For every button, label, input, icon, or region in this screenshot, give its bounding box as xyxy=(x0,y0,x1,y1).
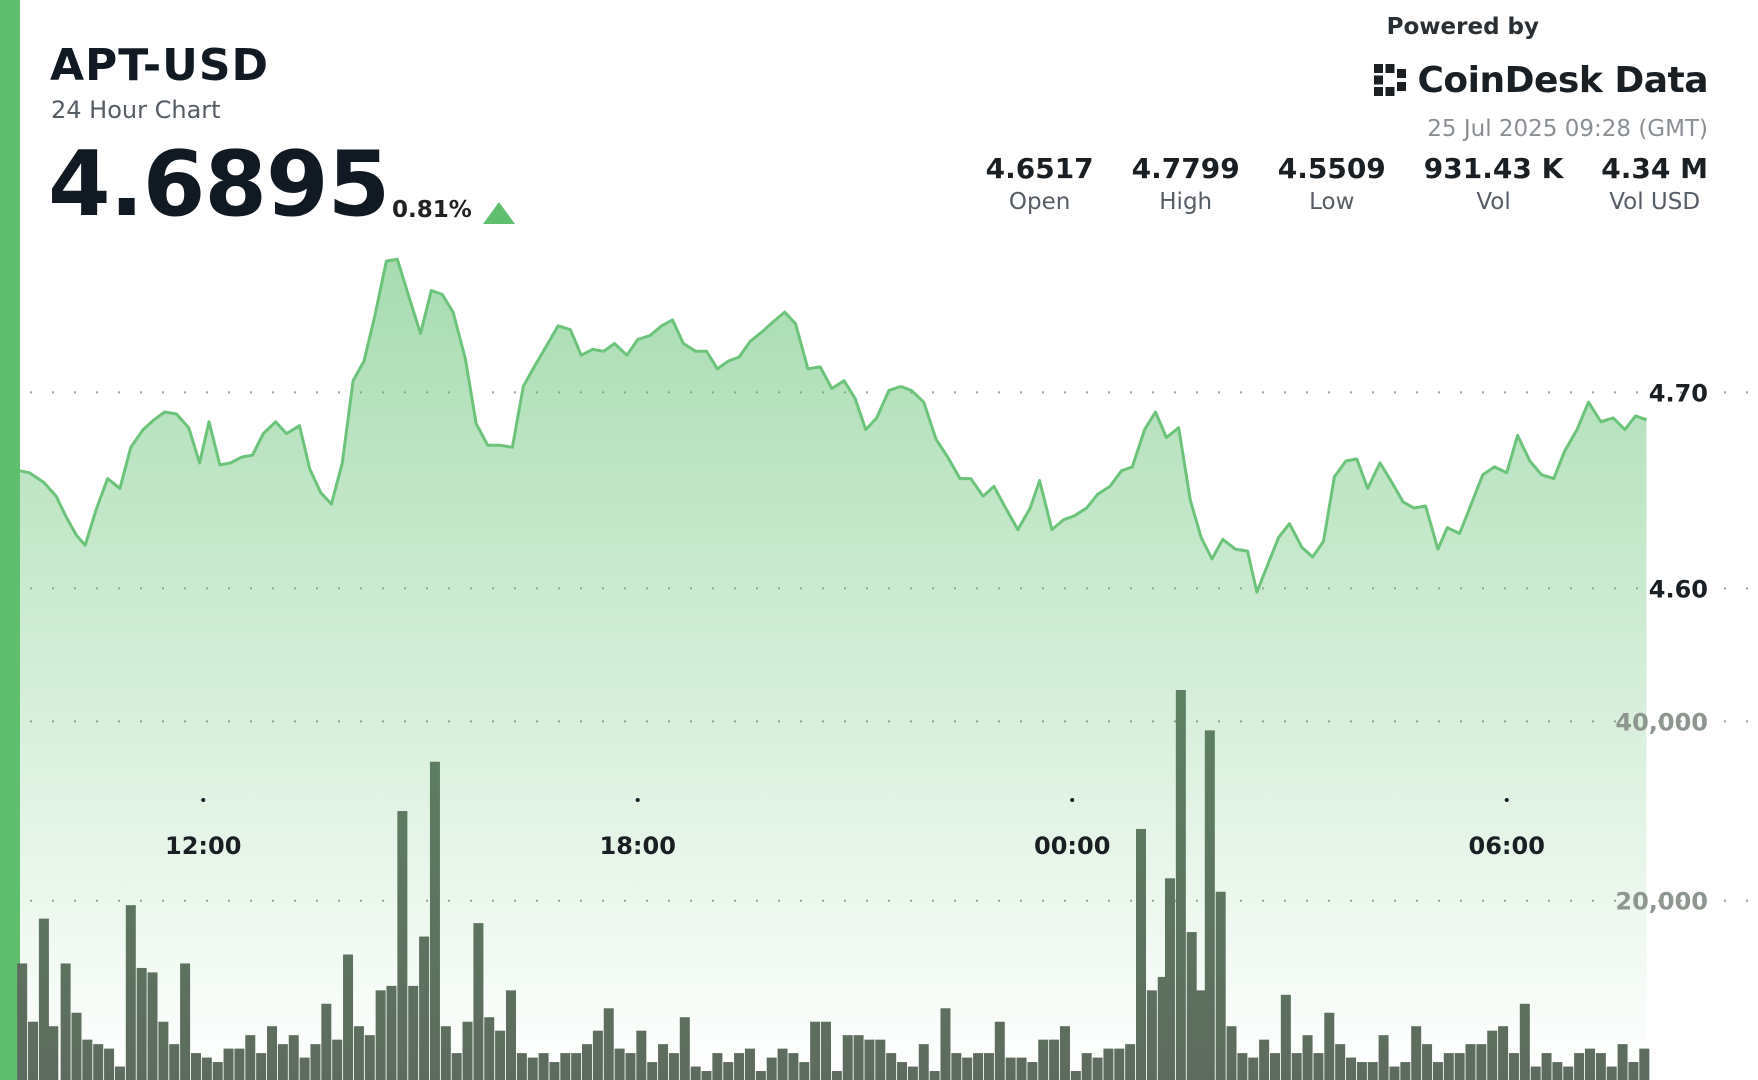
stat-value: 931.43 K xyxy=(1423,152,1564,185)
price-tick-label: 4.60 xyxy=(1649,575,1708,603)
triangle-up-icon xyxy=(483,202,515,224)
timestamp: 25 Jul 2025 09:28 (GMT) xyxy=(1427,116,1708,142)
time-tick-mark xyxy=(635,798,640,802)
stat-value: 4.34 M xyxy=(1601,152,1708,185)
current-price: 4.6895 xyxy=(48,132,390,237)
stat-open: 4.6517 Open xyxy=(986,152,1094,215)
accent-bar xyxy=(0,0,20,1080)
time-tick-mark xyxy=(201,798,206,802)
stat-high: 4.7799 High xyxy=(1132,152,1240,215)
time-tick-label: 12:00 xyxy=(165,832,241,860)
coindesk-logo-icon xyxy=(1373,64,1406,96)
brand-logo-link[interactable]: CoinDesk Data xyxy=(1372,58,1709,102)
time-tick-label: 00:00 xyxy=(1034,832,1110,860)
volume-tick-label: 40,000 xyxy=(1615,708,1708,736)
brand-name: CoinDesk Data xyxy=(1417,59,1709,101)
stat-vol: 931.43 K Vol xyxy=(1424,152,1564,215)
price-tick-label: 4.70 xyxy=(1649,379,1708,407)
price-area xyxy=(20,259,1647,1080)
change-percent: 0.81% xyxy=(392,197,472,223)
price-line xyxy=(19,257,1648,594)
stat-value: 4.6517 xyxy=(985,152,1094,185)
stat-low: 4.5509 Low xyxy=(1278,152,1386,215)
stat-label: Vol xyxy=(1476,189,1511,215)
volume-tick-label: 20,000 xyxy=(1615,888,1708,916)
stat-value: 4.5509 xyxy=(1277,152,1386,185)
stat-label: High xyxy=(1159,189,1213,215)
powered-by-label: Powered by xyxy=(1386,14,1539,40)
stat-value: 4.7799 xyxy=(1131,152,1240,185)
time-tick-mark xyxy=(1504,798,1509,802)
stats-panel: 4.6517 Open 4.7799 High 4.5509 Low 931.4… xyxy=(948,152,1708,215)
stat-label: Open xyxy=(1008,189,1071,215)
symbol-title: APT-USD xyxy=(50,40,270,91)
chart-subtitle: 24 Hour Chart xyxy=(51,96,221,124)
axis-labels: 4.60 4.70 20,000 40,000 12:00 18:00 00:00 06:00 xyxy=(165,379,1708,915)
time-tick-label: 18:00 xyxy=(600,832,676,860)
stat-label: Low xyxy=(1309,189,1355,215)
time-tick-mark xyxy=(1070,798,1075,802)
stat-label: Vol USD xyxy=(1609,189,1701,215)
time-tick-label: 06:00 xyxy=(1469,832,1545,860)
stat-vol-usd: 4.34 M Vol USD xyxy=(1601,152,1708,215)
